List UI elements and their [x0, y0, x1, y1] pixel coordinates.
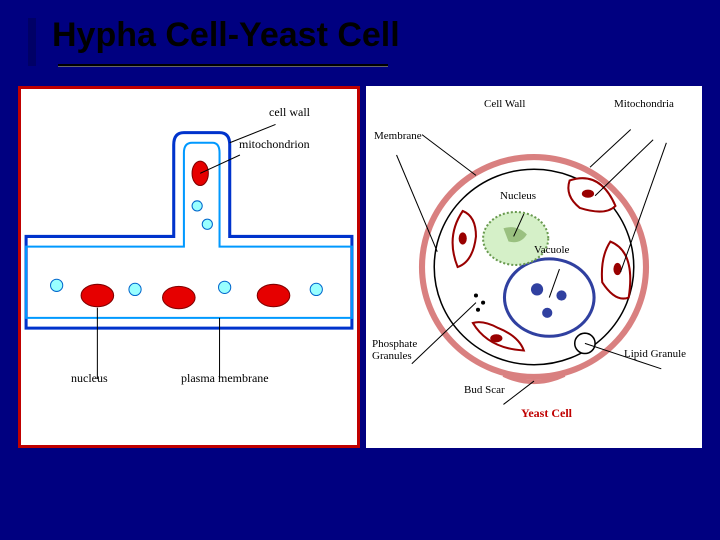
- label-yeast-phosphate: Phosphate Granules: [372, 338, 432, 362]
- label-yeast-cell-wall: Cell Wall: [484, 98, 525, 110]
- label-cell-wall: cell wall: [269, 105, 310, 120]
- label-yeast-vacuole: Vacuole: [534, 244, 569, 256]
- label-mitochondrion: mitochondrion: [239, 137, 310, 152]
- label-yeast-mitochondria: Mitochondria: [614, 98, 674, 110]
- yeast-panel: Cell Wall Membrane Mitochondria Nucleus …: [366, 86, 702, 448]
- title-underline: [58, 64, 388, 66]
- label-nucleus: nucleus: [71, 371, 108, 386]
- slide-title: Hypha Cell-Yeast Cell: [52, 16, 400, 55]
- label-yeast-nucleus: Nucleus: [500, 190, 536, 202]
- label-yeast-membrane: Membrane: [374, 130, 422, 142]
- accent-bar: [28, 18, 36, 66]
- hypha-panel: cell wall mitochondrion nucleus plasma m…: [18, 86, 360, 448]
- yeast-caption: Yeast Cell: [521, 406, 572, 421]
- label-plasma-membrane: plasma membrane: [181, 371, 269, 386]
- label-yeast-lipid: Lipid Granule: [624, 348, 686, 360]
- slide: Hypha Cell-Yeast Cell: [0, 0, 720, 540]
- content-area: cell wall mitochondrion nucleus plasma m…: [18, 86, 702, 448]
- label-yeast-bud-scar: Bud Scar: [464, 384, 505, 396]
